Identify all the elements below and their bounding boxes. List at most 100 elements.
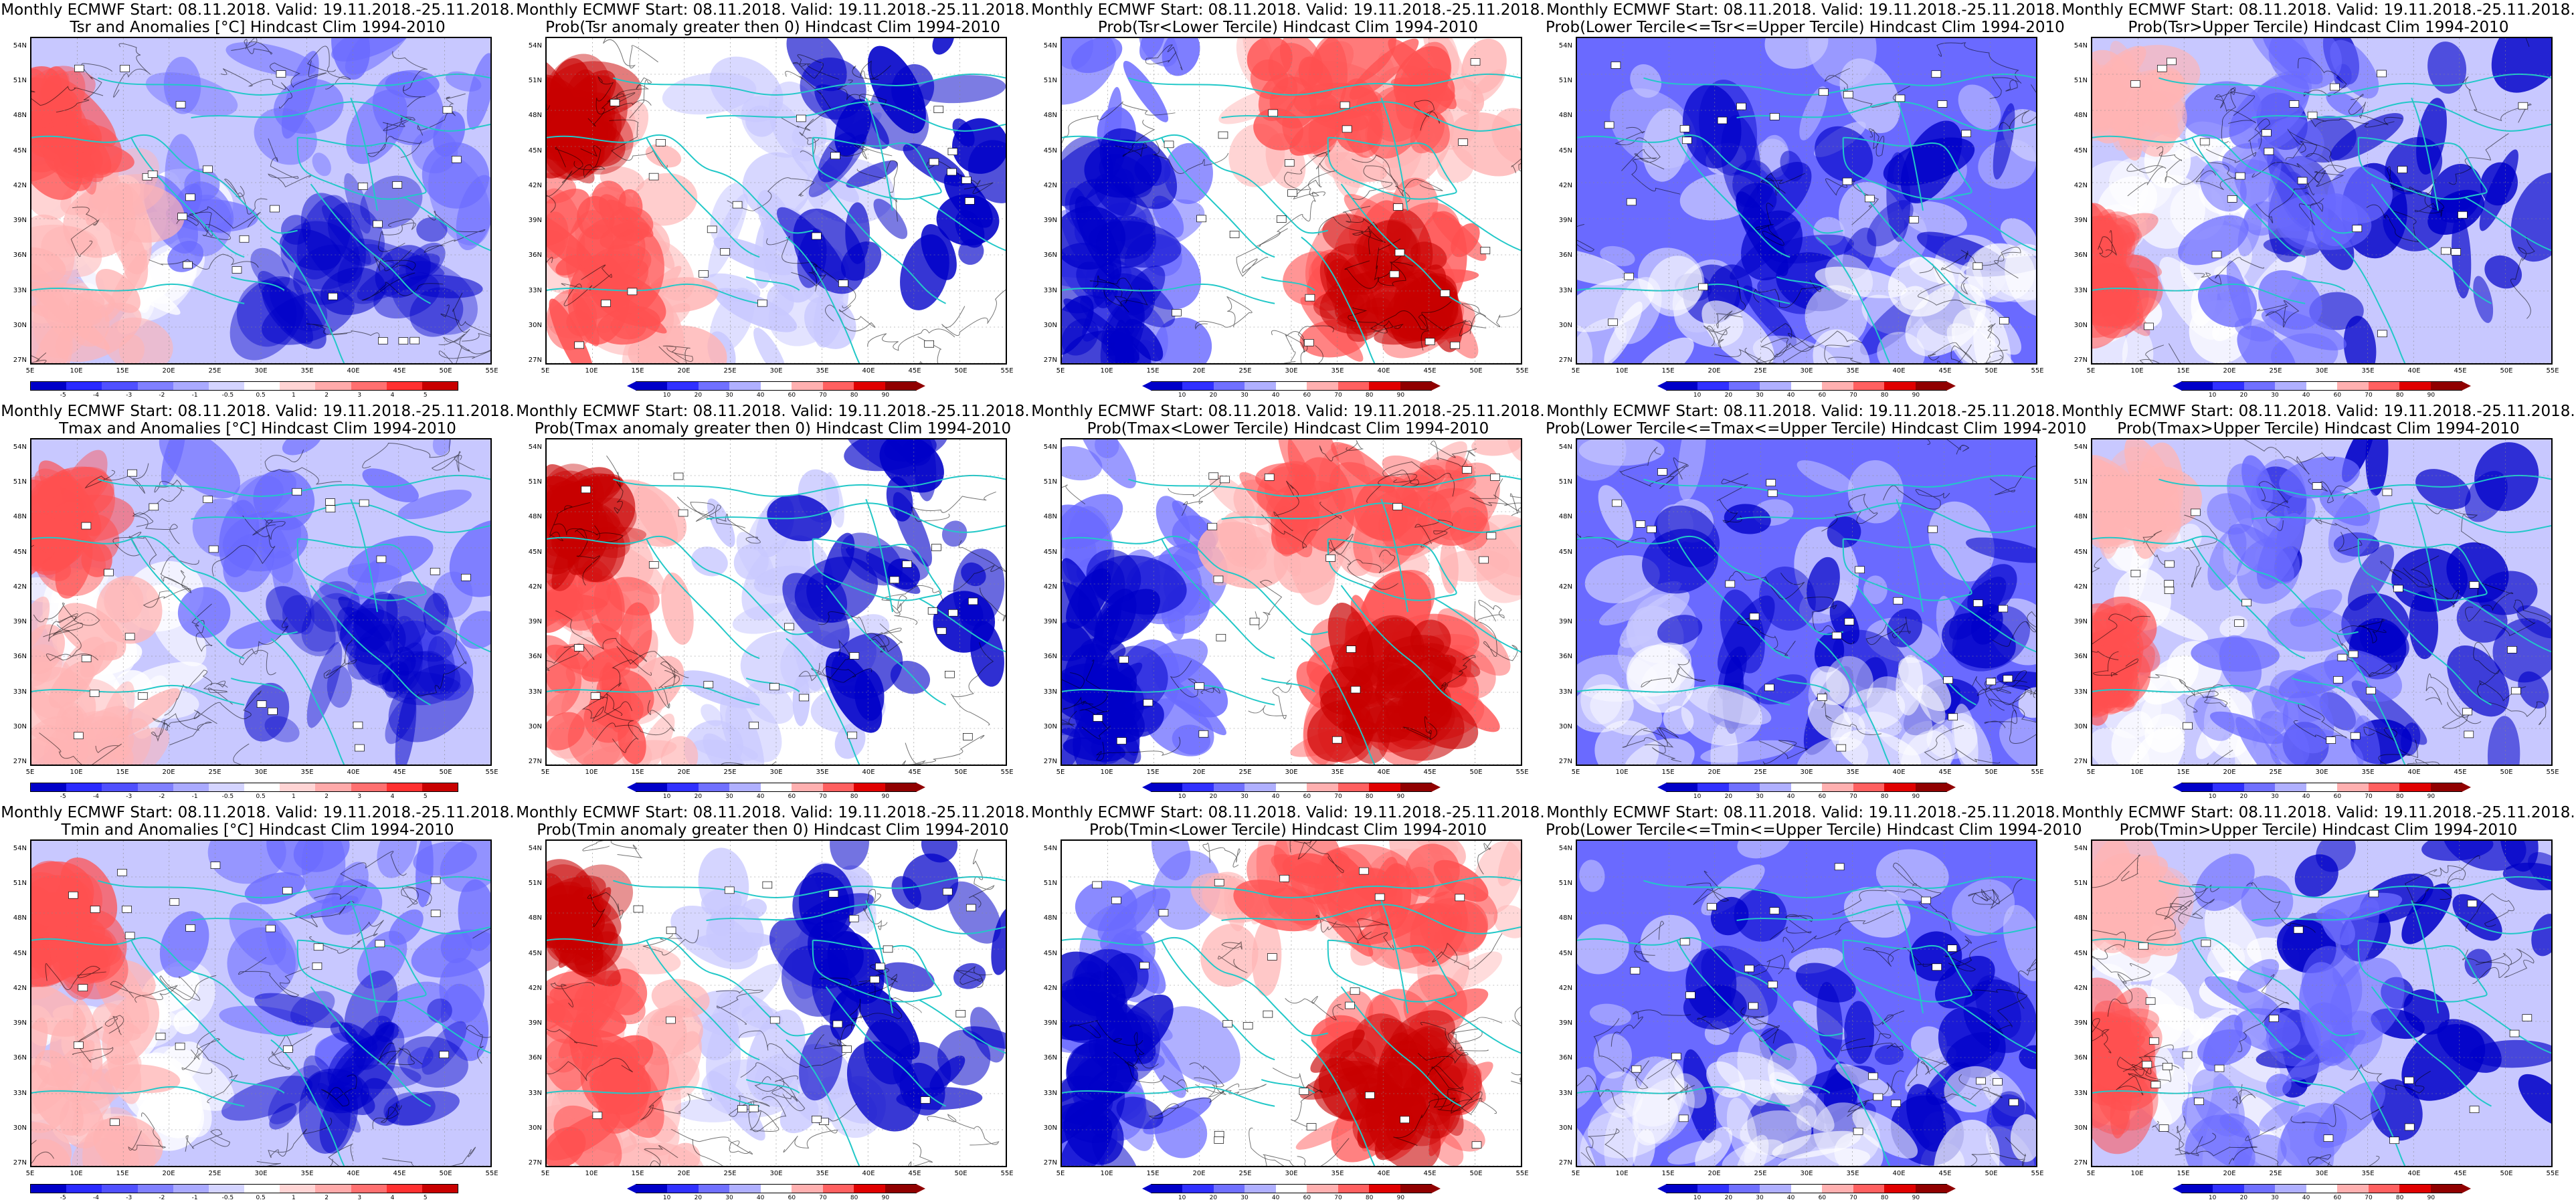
panel-title-line2: Prob(Lower Tercile<=Tsr<=Upper Tercile) … bbox=[1546, 19, 2065, 36]
station-value-box bbox=[955, 1010, 966, 1017]
coastline-border bbox=[1062, 535, 1328, 635]
contour-line bbox=[128, 1112, 166, 1150]
station-value-box bbox=[127, 469, 137, 477]
shaded-area bbox=[2267, 607, 2352, 652]
shaded-area bbox=[1062, 206, 1126, 270]
coastline-border bbox=[1776, 1079, 1831, 1094]
colorbar-tick-label: 5 bbox=[423, 793, 428, 800]
colorbar-tick-label: 10 bbox=[662, 1195, 671, 1201]
panel-title-line2: Tmin and Anomalies [°C] Hindcast Clim 19… bbox=[61, 821, 454, 839]
contour-line bbox=[716, 989, 763, 1025]
station-value-box bbox=[1394, 249, 1405, 256]
contour-line bbox=[738, 1030, 847, 1068]
colorbar-tick-label: 90 bbox=[2427, 392, 2435, 399]
shaded-area bbox=[2097, 603, 2132, 681]
colorbar-tick-label: 10 bbox=[1693, 1195, 1701, 1201]
contour-line bbox=[547, 146, 583, 213]
lon-tick-label: 30E bbox=[1285, 1170, 1298, 1177]
station-value-box bbox=[963, 733, 973, 740]
forecast-field-map bbox=[31, 439, 490, 765]
lat-tick-label: 54N bbox=[1558, 845, 1572, 852]
coastline-border bbox=[230, 1079, 285, 1094]
shaded-area bbox=[547, 474, 623, 523]
shaded-area bbox=[1577, 1066, 1596, 1110]
shaded-area bbox=[1594, 720, 1659, 765]
colorbar-tick-label: 0.5 bbox=[256, 392, 266, 399]
colorbar-tick-label: 70 bbox=[819, 1195, 827, 1201]
colorbar-swatch bbox=[1884, 382, 1916, 390]
station-value-box bbox=[1999, 317, 2009, 324]
contour-line bbox=[1370, 310, 1429, 351]
shaded-area bbox=[327, 202, 385, 266]
station-value-box bbox=[276, 70, 286, 78]
coastline-border bbox=[1128, 876, 1521, 898]
station-value-box bbox=[1220, 476, 1230, 484]
shaded-area bbox=[1600, 245, 1635, 266]
shaded-area bbox=[2487, 716, 2520, 765]
coastline-border bbox=[2411, 498, 2439, 613]
lon-tick-label: 40E bbox=[2407, 769, 2421, 776]
shaded-area bbox=[54, 144, 93, 191]
shaded-area bbox=[2321, 908, 2355, 946]
station-value-box bbox=[931, 544, 941, 551]
colorbar-tick-label: 30 bbox=[2271, 1195, 2279, 1201]
panel-title-line1: Monthly ECMWF Start: 08.11.2018. Valid: … bbox=[2061, 403, 2575, 420]
lon-tick-label: 45E bbox=[1423, 367, 1437, 375]
coastline-border bbox=[1128, 73, 1521, 96]
coastline-border bbox=[270, 236, 345, 363]
shaded-area bbox=[2237, 537, 2300, 604]
station-value-box bbox=[357, 183, 368, 190]
lon-tick-label: 20E bbox=[2223, 1170, 2236, 1177]
station-value-box bbox=[430, 567, 440, 575]
station-value-box bbox=[2227, 195, 2237, 203]
lon-tick-label: 45E bbox=[1938, 1170, 1952, 1177]
colorbar-swatch bbox=[1152, 783, 1183, 791]
colorbar-tick-label: 40 bbox=[2302, 1195, 2310, 1201]
lon-tick-label: 30E bbox=[769, 367, 783, 375]
shaded-area bbox=[2259, 1100, 2300, 1132]
forecast-field-map bbox=[2092, 841, 2551, 1166]
lon-tick-label: 35E bbox=[1846, 769, 1859, 776]
colorbar-tick-label: 3 bbox=[357, 793, 362, 800]
coastline-border bbox=[31, 1086, 245, 1107]
station-value-box bbox=[2262, 129, 2272, 137]
lon-tick-label: 20E bbox=[1708, 367, 1721, 375]
colorbar-swatch bbox=[636, 1185, 668, 1193]
shaded-area bbox=[1123, 61, 1169, 122]
shaded-area bbox=[385, 70, 440, 98]
colorbar-tick-label: 3 bbox=[357, 392, 362, 399]
contour-line bbox=[1115, 119, 1156, 157]
contour-line bbox=[1168, 478, 1222, 516]
shaded-area bbox=[254, 108, 317, 165]
colorbar-tick-labels: 10 20 30 40 60 70 80 90 bbox=[636, 793, 917, 801]
shaded-area bbox=[31, 66, 62, 122]
contour-line bbox=[1924, 724, 2001, 764]
shaded-area bbox=[2109, 892, 2174, 959]
station-value-box bbox=[2149, 1037, 2159, 1045]
contour-line bbox=[2221, 87, 2256, 143]
lat-tick-label: 33N bbox=[13, 286, 27, 294]
shaded-area bbox=[321, 879, 383, 935]
shaded-area bbox=[1577, 439, 1627, 481]
coastline-border bbox=[1949, 999, 2036, 1054]
coastline-border bbox=[130, 940, 245, 1061]
station-value-box bbox=[359, 499, 369, 507]
station-value-box bbox=[1325, 555, 1336, 562]
station-value-box bbox=[948, 609, 958, 617]
shaded-area bbox=[782, 573, 850, 649]
contour-line bbox=[2298, 58, 2347, 97]
lat-tick-label: 45N bbox=[13, 548, 27, 556]
coastline-border bbox=[310, 183, 431, 304]
shaded-area bbox=[552, 907, 618, 973]
colorbar-tick-labels: -5 -4 -3 -2 -1 -0.5 0.5 1 2 3 4 5 bbox=[30, 1195, 458, 1203]
shaded-area bbox=[1722, 1139, 1784, 1166]
coastline-border bbox=[825, 986, 946, 1107]
shaded-area bbox=[547, 929, 585, 964]
contour-line bbox=[654, 661, 689, 708]
colorbar-high-arrow bbox=[1431, 381, 1441, 391]
contour-line bbox=[1062, 672, 1085, 689]
shaded-area bbox=[1797, 460, 1854, 492]
shaded-area bbox=[547, 173, 577, 204]
lon-tick-label: 40E bbox=[862, 367, 875, 375]
station-value-box bbox=[1207, 522, 1218, 530]
